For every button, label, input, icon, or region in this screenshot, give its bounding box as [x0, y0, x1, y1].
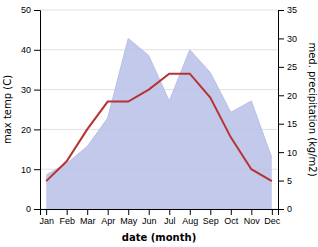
x-axis: Jan Feb Mar Apr May Jun Jul Aug Sep Oct NovDec — [39, 209, 280, 226]
tick-mark — [34, 169, 40, 170]
tick: Nov — [244, 209, 261, 226]
tick-mark — [210, 209, 211, 215]
tick: Jul — [164, 209, 176, 226]
tick-mark — [46, 209, 47, 215]
axis-line — [41, 210, 279, 216]
tick: 25 — [278, 62, 297, 72]
y-axis-title: max temp (C) — [2, 75, 13, 144]
tick-label: Mar — [80, 216, 96, 226]
tick-label: 15 — [287, 119, 297, 129]
tick-label: 50 — [21, 5, 31, 15]
y2-axis: 0 5 10 15 20 25 30 35 — [278, 5, 297, 214]
tick: 30 — [21, 85, 40, 95]
tick-label: 5 — [287, 176, 292, 186]
tick-mark — [190, 209, 191, 215]
tick-label: 10 — [21, 165, 31, 175]
tick-label: Jul — [164, 216, 176, 226]
tick-label: 25 — [287, 62, 297, 72]
tick-mark — [278, 10, 284, 11]
tick-label: 30 — [287, 34, 297, 44]
grid-line — [40, 10, 278, 11]
chart: Jan Feb Mar Apr May Jun Jul Aug Sep Oct NovDec 0 10 2… — [0, 0, 318, 247]
tick-mark — [278, 124, 284, 125]
tick: 20 — [21, 125, 40, 135]
tick: 5 — [278, 176, 292, 186]
tick-mark — [34, 10, 40, 11]
tick: Feb — [59, 209, 75, 226]
area — [46, 38, 272, 209]
line — [46, 74, 272, 181]
tick-label: 20 — [21, 125, 31, 135]
tick-label: 10 — [287, 148, 297, 158]
tick-label: Sep — [203, 216, 219, 226]
tick: 10 — [21, 165, 40, 175]
tick: 40 — [21, 45, 40, 55]
axis-line — [279, 11, 285, 210]
tick: Jan — [39, 209, 54, 226]
tick-mark — [87, 209, 88, 215]
tick-mark — [278, 209, 284, 210]
tick-label: Apr — [101, 216, 115, 226]
tick-mark — [169, 209, 170, 215]
tick-label: 35 — [287, 5, 297, 15]
tick-label: Dec — [264, 216, 281, 226]
tick: Dec — [264, 209, 281, 226]
area-line — [46, 38, 272, 174]
tick-mark — [34, 90, 40, 91]
axis-line — [34, 11, 41, 210]
plot: Jan Feb Mar Apr May Jun Jul Aug Sep Oct NovDec 0 10 2… — [21, 5, 297, 226]
tick-mark — [149, 209, 150, 215]
tick-label: Feb — [59, 216, 75, 226]
tick-label: 0 — [26, 204, 31, 214]
tick-mark — [278, 95, 284, 96]
tick-mark — [34, 50, 40, 51]
tick: 15 — [278, 119, 297, 129]
grid — [40, 10, 278, 209]
tick: Aug — [182, 209, 198, 226]
tick-mark — [251, 209, 252, 215]
tick: 50 — [21, 5, 40, 15]
tick-label: 30 — [21, 85, 31, 95]
tick-mark — [278, 67, 284, 68]
tick: Apr — [101, 209, 115, 226]
tick-mark — [278, 38, 284, 39]
x-axis-title: date (month) — [122, 232, 196, 243]
tick-label: Nov — [244, 216, 261, 226]
y2-axis-title: med. precipitation (kg/m2) — [307, 42, 318, 176]
tick: 0 — [278, 204, 292, 214]
tick: Oct — [224, 209, 239, 226]
marks — [46, 38, 272, 209]
tick: Mar — [80, 209, 96, 226]
tick-label: 40 — [21, 45, 31, 55]
tick-mark — [278, 181, 284, 182]
tick-mark — [34, 209, 40, 210]
tick-label: May — [120, 216, 138, 226]
tick-label: 20 — [287, 91, 297, 101]
y-axis: 0 10 20 30 40 50 — [21, 5, 41, 214]
tick-mark — [67, 209, 68, 215]
tick: 10 — [278, 148, 297, 158]
tick-label: 0 — [287, 204, 292, 214]
tick: Jun — [142, 209, 157, 226]
tick-mark — [34, 129, 40, 130]
tick-mark — [108, 209, 109, 215]
tick: Sep — [203, 209, 219, 226]
tick: May — [120, 209, 138, 226]
tick-label: Aug — [182, 216, 198, 226]
tick-label: Jan — [39, 216, 54, 226]
tick-mark — [231, 209, 232, 215]
tick-mark — [128, 209, 129, 215]
grid-line — [40, 49, 278, 50]
tick: 30 — [278, 34, 297, 44]
tick-label: Oct — [224, 216, 239, 226]
tick: 0 — [26, 204, 40, 214]
tick: 35 — [278, 5, 297, 15]
tick: 20 — [278, 91, 297, 101]
tick-mark — [278, 152, 284, 153]
tick-mark — [272, 209, 273, 215]
tick-label: Jun — [142, 216, 157, 226]
